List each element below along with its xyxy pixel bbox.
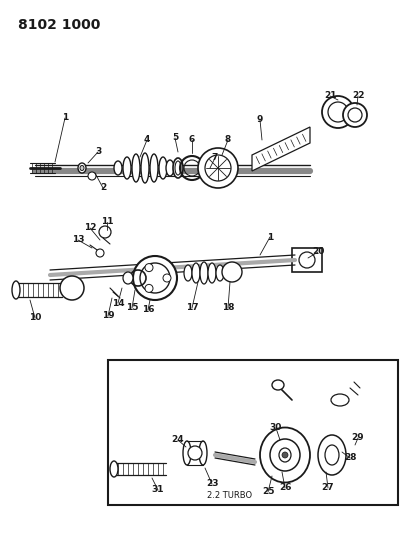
Text: 13: 13 [72, 236, 84, 245]
Text: 17: 17 [186, 303, 199, 312]
Circle shape [198, 148, 238, 188]
Text: 6: 6 [189, 135, 195, 144]
Ellipse shape [175, 161, 181, 175]
Ellipse shape [272, 380, 284, 390]
Text: 14: 14 [112, 298, 124, 308]
Text: 7: 7 [212, 154, 218, 163]
Circle shape [299, 252, 315, 268]
Ellipse shape [114, 161, 122, 175]
Ellipse shape [318, 435, 346, 475]
Ellipse shape [12, 281, 20, 299]
Text: 26: 26 [279, 483, 291, 492]
Ellipse shape [110, 461, 118, 477]
Ellipse shape [78, 163, 86, 173]
Ellipse shape [270, 439, 300, 471]
Circle shape [328, 102, 348, 122]
Ellipse shape [150, 154, 158, 182]
Ellipse shape [173, 158, 183, 178]
Text: 30: 30 [270, 424, 282, 432]
Ellipse shape [208, 263, 216, 283]
Polygon shape [252, 127, 310, 171]
Text: 4: 4 [144, 135, 150, 144]
Text: 2: 2 [100, 183, 106, 192]
Ellipse shape [192, 263, 200, 283]
Text: 11: 11 [101, 217, 113, 227]
Text: 21: 21 [324, 92, 336, 101]
Circle shape [205, 155, 231, 181]
Text: 31: 31 [152, 486, 164, 495]
Text: 20: 20 [312, 247, 324, 256]
Text: 10: 10 [29, 313, 41, 322]
Circle shape [348, 108, 362, 122]
Text: 1: 1 [267, 232, 273, 241]
Ellipse shape [123, 157, 131, 179]
Ellipse shape [132, 154, 140, 182]
Bar [108, 360, 398, 505]
Text: 15: 15 [126, 303, 138, 312]
Circle shape [60, 276, 84, 300]
Circle shape [145, 285, 153, 293]
Text: 19: 19 [102, 311, 114, 320]
Ellipse shape [331, 394, 349, 406]
Circle shape [96, 249, 104, 257]
Text: 12: 12 [84, 223, 96, 232]
Text: 8: 8 [225, 135, 231, 144]
Circle shape [322, 96, 354, 128]
Circle shape [140, 263, 170, 293]
Circle shape [163, 274, 171, 282]
Circle shape [133, 256, 177, 300]
Ellipse shape [260, 427, 310, 482]
Text: 18: 18 [222, 303, 234, 312]
Circle shape [188, 446, 202, 460]
Circle shape [222, 262, 242, 282]
Ellipse shape [325, 445, 339, 465]
Text: 29: 29 [352, 433, 364, 442]
Ellipse shape [199, 441, 207, 465]
Ellipse shape [216, 265, 224, 281]
Ellipse shape [279, 448, 291, 462]
Text: 1: 1 [62, 114, 68, 123]
Bar [292, 248, 322, 272]
Ellipse shape [159, 157, 167, 179]
Text: 8102 1000: 8102 1000 [18, 18, 100, 32]
Text: 16: 16 [142, 305, 154, 314]
Text: 23: 23 [206, 480, 218, 489]
Ellipse shape [200, 262, 208, 284]
Circle shape [282, 452, 288, 458]
Ellipse shape [183, 441, 191, 465]
Circle shape [88, 172, 96, 180]
Text: 28: 28 [344, 454, 356, 463]
Ellipse shape [80, 166, 84, 171]
Text: 25: 25 [262, 488, 274, 497]
Text: 3: 3 [95, 148, 101, 157]
Text: 9: 9 [257, 116, 263, 125]
Text: 27: 27 [322, 483, 334, 492]
Ellipse shape [141, 153, 149, 183]
Ellipse shape [166, 160, 174, 176]
Ellipse shape [184, 265, 192, 281]
Text: 24: 24 [172, 435, 184, 445]
Text: 5: 5 [172, 133, 178, 142]
Text: 2.2 TURBO: 2.2 TURBO [208, 491, 253, 500]
Ellipse shape [123, 272, 133, 284]
Circle shape [99, 226, 111, 238]
Circle shape [343, 103, 367, 127]
Text: 22: 22 [352, 92, 364, 101]
Circle shape [145, 264, 153, 272]
